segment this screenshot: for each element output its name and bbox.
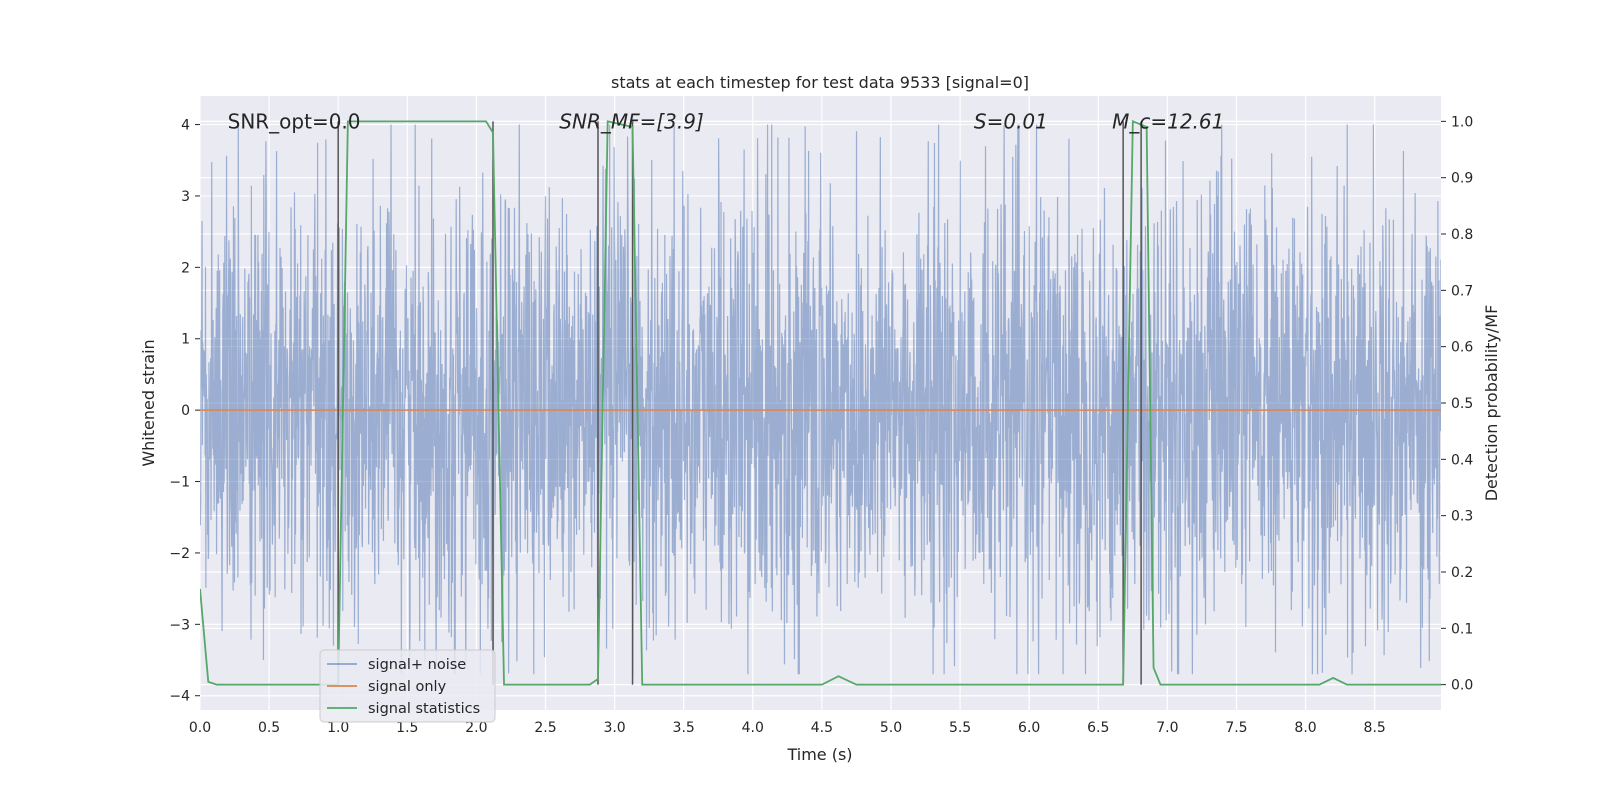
x-tick-label: 5.5 [949,720,971,736]
x-tick-label: 5.0 [880,720,902,736]
x-tick-label: 8.0 [1294,720,1316,736]
y-tick-label: 0 [181,403,190,419]
x-tick-label: 6.5 [1087,720,1109,736]
y-right-tick-label: 0.2 [1451,565,1473,581]
annotation: SNR_opt=0.0 [228,110,361,134]
legend-label: signal+ noise [368,657,466,673]
y-right-tick-label: 0.1 [1451,621,1473,637]
x-tick-label: 6.0 [1018,720,1040,736]
legend-label: signal only [368,679,447,695]
x-tick-label: 3.5 [673,720,695,736]
x-axis-ticks: 0.0 0.5 1.0 1.5 2.0 2.5 3.0 3.5 4.0 4.5 5.0 5.5 6.0 6… [189,720,1386,736]
y-axis-right-ticks: 0.0 0.1 0.2 0.3 0.4 0.5 0.6 0.7 0.8 0.9 1.0 [1441,114,1473,694]
x-tick-label: 2.5 [534,720,556,736]
legend-box [319,649,496,723]
series-signal-statistics [200,120,1441,686]
y-right-tick-label: 0.6 [1451,340,1473,356]
y-right-tick-label: 0.8 [1451,227,1473,243]
x-tick-label: 1.0 [327,720,349,736]
signal-noise-line [200,124,1441,675]
y-axis-label: Whitened strain [139,339,158,466]
legend-label: signal statistics [368,701,480,717]
x-tick-label: 4.0 [742,720,764,736]
y-tick-label: −4 [169,689,190,705]
x-tick-label: 0.5 [258,720,280,736]
x-tick-label: 7.0 [1156,720,1178,736]
y-right-tick-label: 0.3 [1451,509,1473,525]
vertical-markers [337,121,1142,685]
y-axis-right-label: Detection probability/MF [1482,305,1501,502]
x-tick-label: 1.5 [396,720,418,736]
y-tick-label: 1 [181,332,190,348]
legend: signal+ noise signal only signal statistic… [319,649,496,723]
y-tick-label: 2 [181,260,190,276]
y-right-tick-label: 0.4 [1451,452,1473,468]
y-right-tick-label: 1.0 [1451,114,1473,130]
y-right-tick-label: 0.5 [1451,396,1473,412]
x-tick-label: 8.5 [1364,720,1386,736]
y-axis-ticks: −4 −3 −2 −1 0 1 2 3 4 [169,118,200,705]
x-axis-label: Time (s) [786,745,852,764]
y-tick-label: −3 [169,617,190,633]
signal-statistics-line [200,120,1441,686]
y-right-tick-label: 0.0 [1451,678,1473,694]
y-tick-label: 3 [181,189,190,205]
chart-title: stats at each timestep for test data 953… [611,73,1029,92]
x-tick-label: 4.5 [811,720,833,736]
annotation: SNR_MF=[3.9] [559,110,703,134]
annotation: M_c=12.61 [1112,110,1224,134]
x-tick-label: 2.0 [465,720,487,736]
annotation: S=0.01 [974,110,1048,134]
y-right-tick-label: 0.9 [1451,171,1473,187]
x-tick-label: 7.5 [1225,720,1247,736]
y-tick-label: −1 [169,475,190,491]
y-right-tick-label: 0.7 [1451,283,1473,299]
y-tick-label: 4 [181,118,190,134]
annotations: SNR_opt=0.0 SNR_MF=[3.9] S=0.01 M_c=12.61 [228,110,1225,134]
x-tick-label: 0.0 [189,720,211,736]
series-signal-noise [200,124,1441,675]
y-tick-label: −2 [169,546,190,562]
x-tick-label: 3.0 [603,720,625,736]
